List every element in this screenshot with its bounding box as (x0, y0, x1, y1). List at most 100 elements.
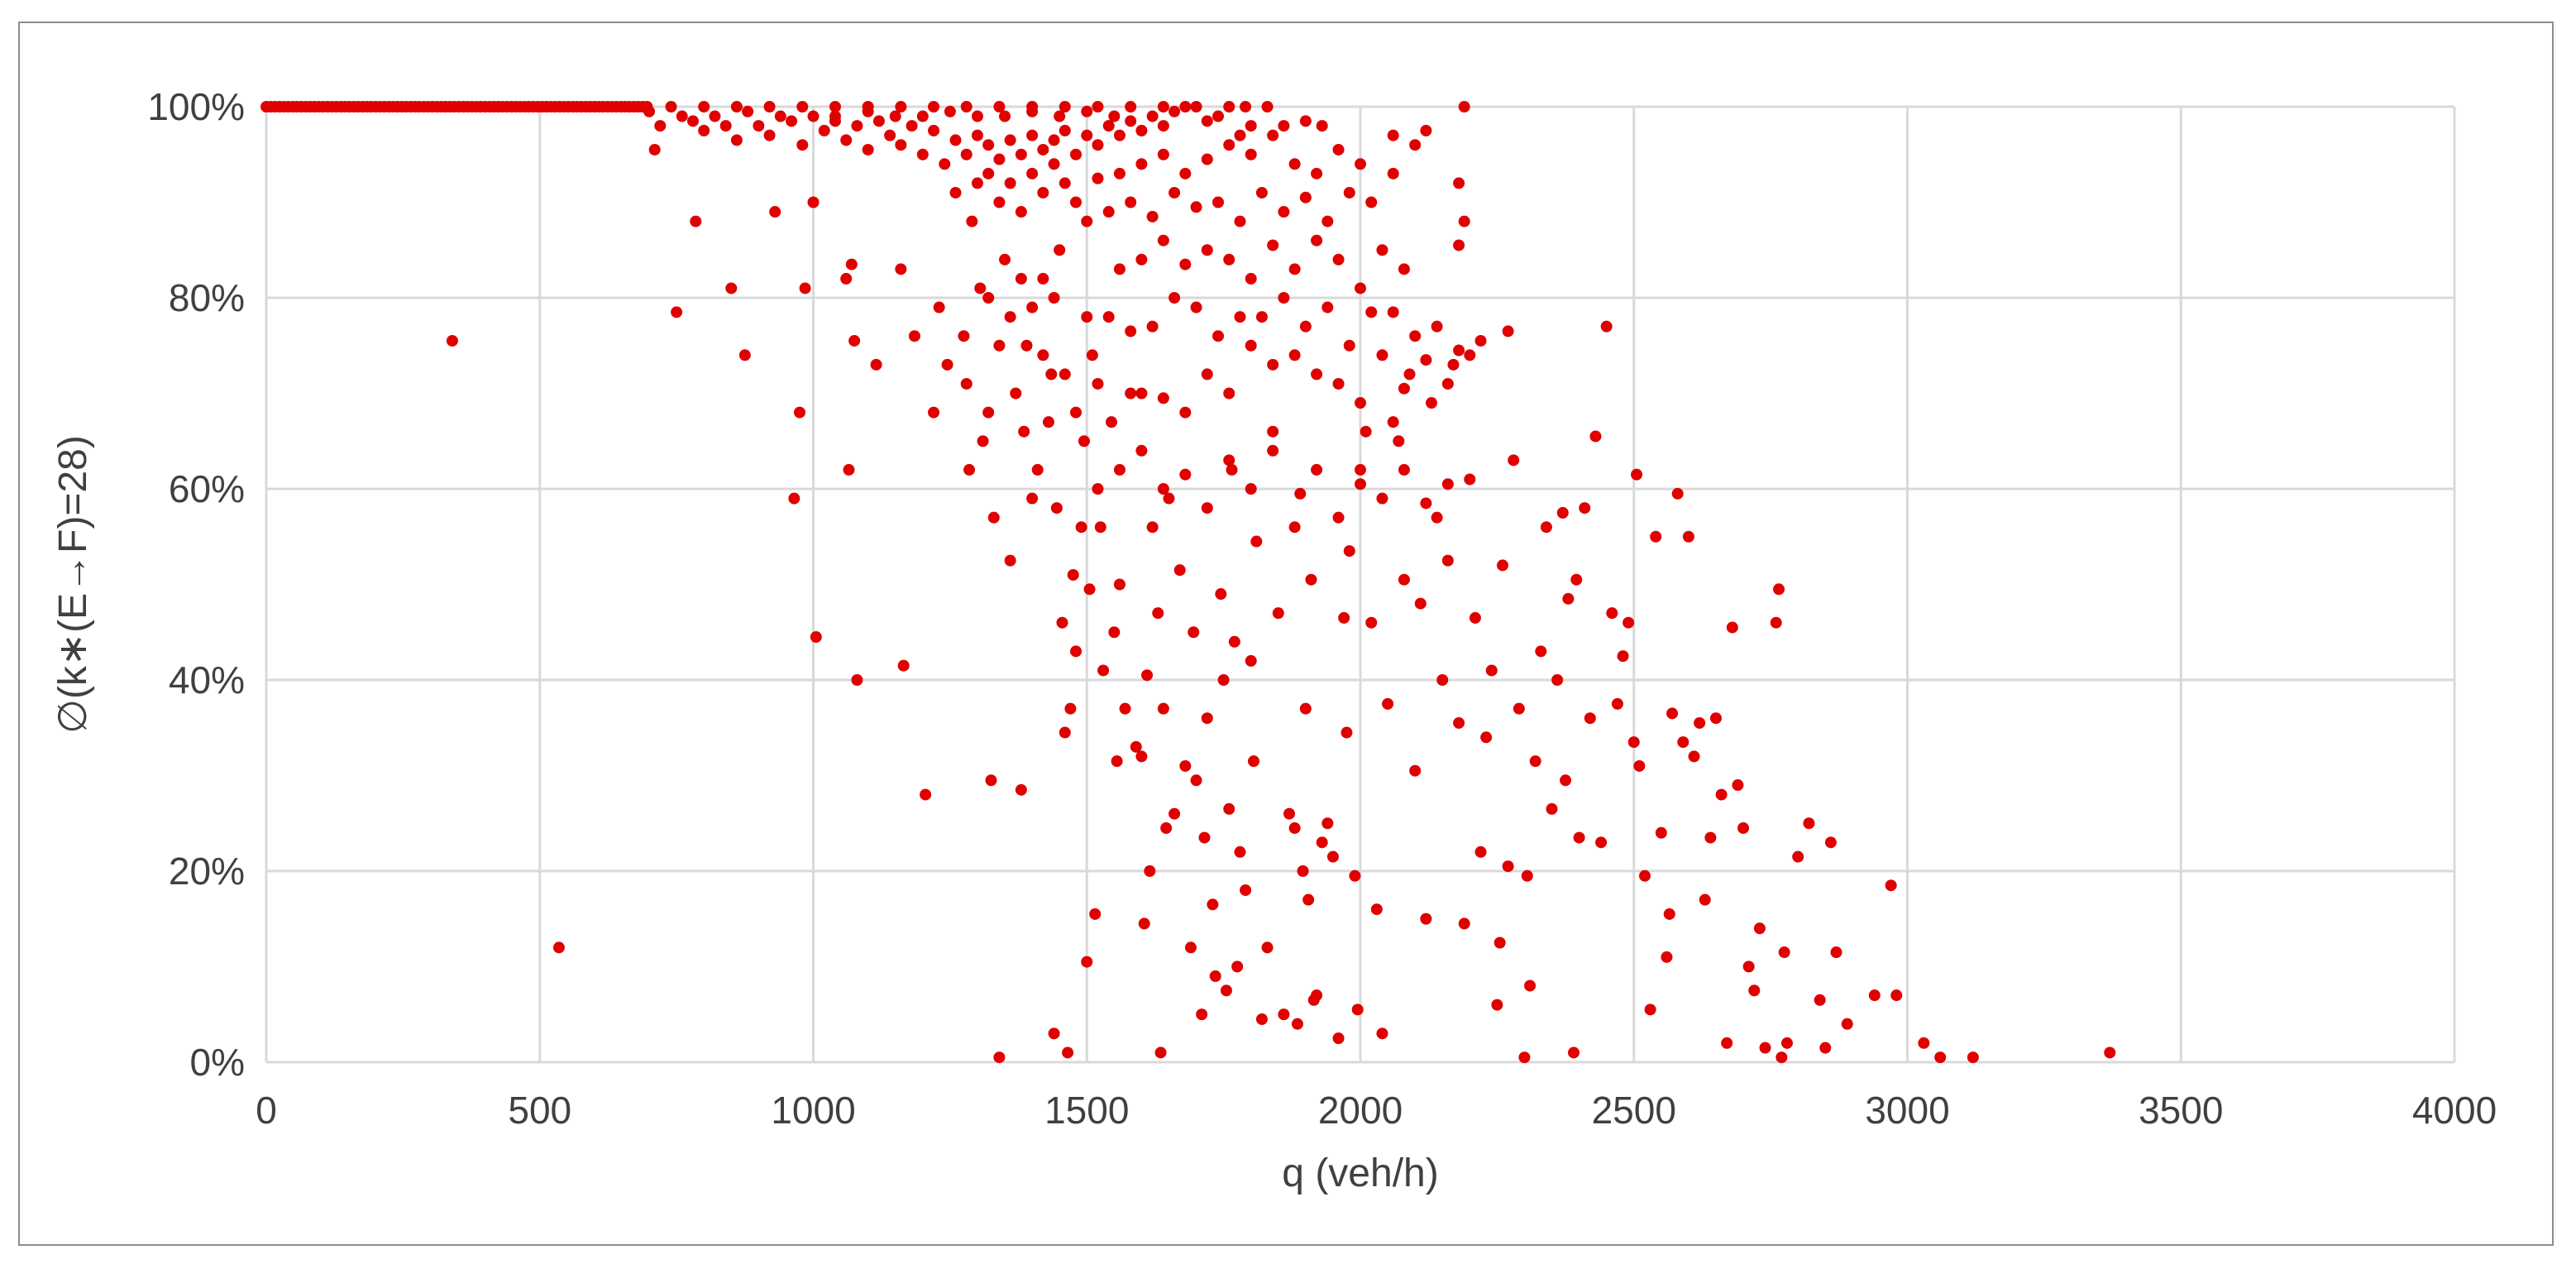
data-point (1699, 893, 1711, 906)
data-point (1332, 511, 1345, 524)
data-point (966, 215, 978, 227)
data-point (774, 110, 786, 122)
data-point (1288, 263, 1301, 275)
data-point (1245, 483, 1257, 495)
data-point (1169, 186, 1181, 199)
data-point (1469, 611, 1481, 624)
data-point (1163, 492, 1175, 505)
data-point (1157, 392, 1169, 405)
data-point (1420, 497, 1432, 510)
data-point (1111, 755, 1123, 768)
data-point (1081, 311, 1093, 323)
data-point (1261, 941, 1274, 954)
data-point (1278, 206, 1290, 218)
data-point (1332, 253, 1345, 266)
data-point (1037, 186, 1049, 199)
data-point (799, 282, 811, 294)
y-tick-label: 0% (190, 1041, 245, 1084)
data-point (1775, 1051, 1788, 1064)
data-point (1048, 1027, 1060, 1040)
data-point (1092, 483, 1104, 495)
data-point (1113, 463, 1126, 476)
data-point (1138, 917, 1150, 930)
data-point (1671, 487, 1684, 500)
data-point (1188, 626, 1200, 639)
data-point (1018, 425, 1030, 438)
scatter-points (260, 101, 2116, 1064)
data-point (1201, 153, 1213, 165)
data-point (1154, 1046, 1167, 1059)
data-point (1179, 101, 1192, 113)
data-point (958, 330, 970, 342)
data-point (1556, 506, 1569, 519)
data-point (1223, 139, 1235, 151)
x-tick-label: 2500 (1592, 1089, 1676, 1132)
data-point (769, 206, 781, 218)
data-point (1106, 416, 1118, 429)
data-point (1081, 105, 1093, 117)
data-point (1135, 387, 1148, 400)
data-point (1458, 917, 1470, 930)
data-point (845, 258, 858, 271)
data-point (1291, 1017, 1303, 1030)
data-point (1584, 712, 1596, 725)
data-point (1967, 1051, 1979, 1064)
data-point (1343, 545, 1355, 558)
data-point (944, 105, 956, 117)
data-point (1089, 907, 1102, 920)
data-point (889, 110, 901, 122)
data-point (1004, 177, 1016, 189)
data-point (1223, 387, 1235, 400)
data-point (1125, 196, 1137, 208)
data-point (1341, 726, 1353, 739)
data-point (1351, 1003, 1364, 1016)
data-point (1081, 215, 1093, 227)
data-point (1890, 989, 1903, 1002)
data-point (1135, 158, 1148, 170)
data-point (1441, 377, 1454, 390)
data-point (1343, 186, 1355, 199)
data-point (1387, 167, 1399, 180)
data-point (807, 110, 820, 122)
data-point (1311, 989, 1323, 1002)
data-point (993, 196, 1006, 208)
data-point (916, 110, 929, 122)
data-point (1431, 320, 1443, 333)
data-point (1026, 301, 1039, 314)
data-point (1056, 616, 1068, 629)
data-point (1365, 306, 1378, 318)
data-point (1398, 463, 1410, 476)
data-point (1201, 502, 1213, 515)
data-point (1715, 788, 1728, 801)
data-point (1245, 654, 1257, 667)
data-point (1420, 912, 1432, 925)
data-point (1458, 101, 1470, 113)
data-point (1272, 607, 1284, 620)
data-point (895, 139, 907, 151)
data-point (1283, 807, 1296, 820)
data-point (1502, 325, 1514, 338)
data-point (1267, 129, 1279, 141)
data-point (1209, 970, 1221, 983)
data-point (1031, 463, 1044, 476)
data-point (1321, 215, 1334, 227)
data-point (1015, 783, 1027, 796)
data-point (1631, 468, 1643, 481)
data-point (1382, 697, 1394, 710)
data-point (982, 167, 995, 180)
data-point (843, 463, 855, 476)
data-point (1146, 521, 1159, 534)
data-point (1092, 101, 1104, 113)
data-point (1311, 167, 1323, 180)
data-point (1447, 358, 1460, 371)
data-point (1015, 272, 1027, 285)
data-point (1255, 311, 1268, 323)
data-point (1228, 635, 1240, 648)
data-point (1638, 869, 1651, 882)
data-point (1326, 850, 1339, 863)
data-point (1742, 960, 1755, 973)
data-point (982, 292, 995, 304)
data-point (1302, 893, 1315, 906)
data-point (1677, 736, 1689, 749)
data-point (1453, 716, 1465, 729)
